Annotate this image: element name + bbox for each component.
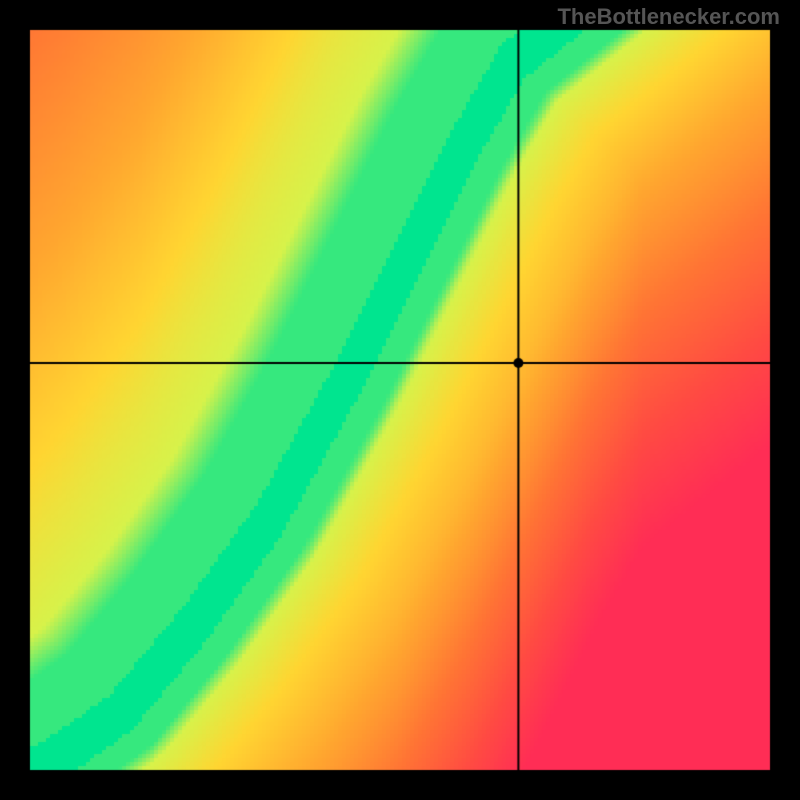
bottleneck-heatmap <box>0 0 800 800</box>
attribution-text: TheBottlenecker.com <box>557 4 780 30</box>
chart-container: TheBottlenecker.com <box>0 0 800 800</box>
